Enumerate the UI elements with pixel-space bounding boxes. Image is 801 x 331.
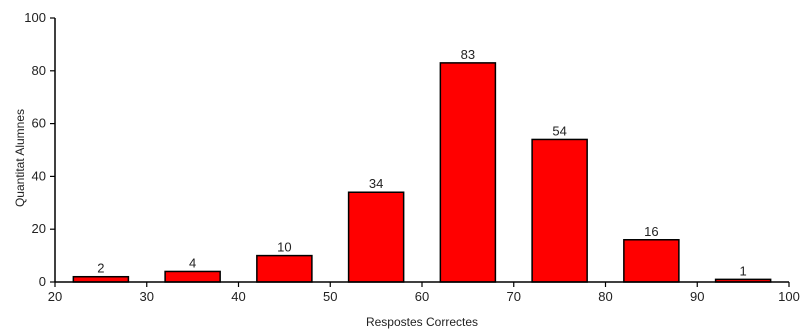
x-tick-label-6: 80	[598, 289, 612, 304]
data-label-4: 83	[461, 47, 475, 62]
x-tick-label-5: 70	[507, 289, 521, 304]
y-tick-label-1: 20	[32, 221, 46, 236]
data-label-6: 16	[644, 224, 658, 239]
bars-group	[72, 62, 772, 283]
bar-4	[439, 62, 497, 283]
data-label-5: 54	[552, 123, 566, 138]
bar-2	[256, 254, 313, 283]
x-tick-label-3: 50	[323, 289, 337, 304]
data-label-2: 10	[277, 240, 291, 255]
x-tick-label-2: 40	[231, 289, 245, 304]
data-label-1: 4	[189, 255, 196, 270]
bar-6	[623, 239, 680, 283]
data-label-0: 2	[97, 261, 104, 276]
y-tick-label-4: 80	[32, 63, 46, 78]
bar-3	[347, 191, 405, 283]
x-tick-label-1: 30	[140, 289, 154, 304]
x-tick-label-7: 90	[690, 289, 704, 304]
data-labels-group: 2 4 10 34 83 54 16 1	[97, 47, 746, 278]
y-tick-label-0: 0	[39, 274, 46, 289]
bar-0	[72, 275, 130, 283]
x-axis-title: Respostes Correctes	[366, 315, 478, 329]
y-tick-label-5: 100	[24, 10, 46, 25]
y-axis-title: Quantitat Alumnes	[13, 109, 27, 207]
x-tick-label-4: 60	[415, 289, 429, 304]
bar-5	[531, 138, 588, 283]
bar-1	[164, 270, 221, 283]
x-tick-label-0: 20	[48, 289, 62, 304]
y-tick-label-2: 40	[32, 168, 46, 183]
x-tick-label-8: 100	[778, 289, 800, 304]
data-label-7: 1	[740, 263, 747, 278]
y-tick-label-3: 60	[32, 116, 46, 131]
data-label-3: 34	[369, 176, 383, 191]
